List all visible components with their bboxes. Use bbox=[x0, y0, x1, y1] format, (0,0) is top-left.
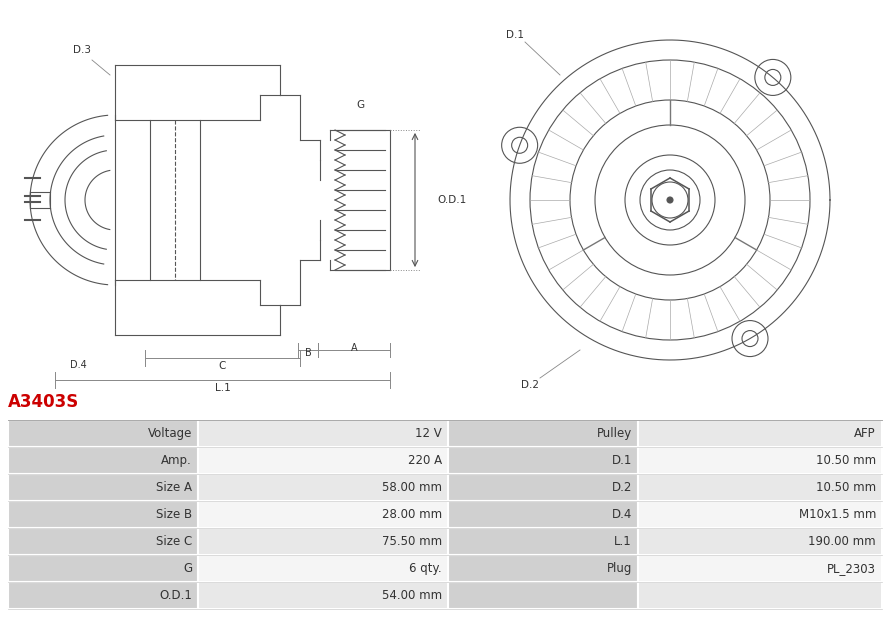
Text: 190.00 mm: 190.00 mm bbox=[808, 535, 876, 548]
Text: AFP: AFP bbox=[854, 427, 876, 440]
Text: L.1: L.1 bbox=[214, 383, 230, 393]
Bar bbox=[8, 528, 198, 555]
Bar bbox=[448, 528, 638, 555]
Bar bbox=[198, 501, 448, 528]
Bar bbox=[638, 582, 882, 609]
Bar bbox=[638, 528, 882, 555]
Text: 10.50 mm: 10.50 mm bbox=[816, 454, 876, 467]
Text: 220 A: 220 A bbox=[408, 454, 442, 467]
Text: D.1: D.1 bbox=[612, 454, 632, 467]
Bar bbox=[8, 555, 198, 582]
Text: Pulley: Pulley bbox=[597, 427, 632, 440]
Text: D.4: D.4 bbox=[612, 508, 632, 521]
Text: D.1: D.1 bbox=[506, 30, 524, 40]
Circle shape bbox=[667, 197, 673, 203]
Text: D.3: D.3 bbox=[73, 45, 91, 55]
Bar bbox=[638, 474, 882, 501]
Bar bbox=[448, 555, 638, 582]
Text: C: C bbox=[219, 361, 226, 371]
Bar bbox=[8, 582, 198, 609]
Text: 28.00 mm: 28.00 mm bbox=[382, 508, 442, 521]
Text: M10x1.5 mm: M10x1.5 mm bbox=[798, 508, 876, 521]
Text: Size C: Size C bbox=[156, 535, 192, 548]
Bar bbox=[198, 582, 448, 609]
Text: D.2: D.2 bbox=[612, 481, 632, 494]
Bar bbox=[448, 474, 638, 501]
Bar bbox=[198, 420, 448, 447]
Text: 10.50 mm: 10.50 mm bbox=[816, 481, 876, 494]
Text: O.D.1: O.D.1 bbox=[437, 195, 466, 205]
Text: 6 qty.: 6 qty. bbox=[409, 562, 442, 575]
Bar bbox=[448, 501, 638, 528]
Bar bbox=[8, 420, 198, 447]
Bar bbox=[198, 474, 448, 501]
Text: G: G bbox=[356, 100, 364, 110]
Bar bbox=[8, 474, 198, 501]
Bar bbox=[8, 501, 198, 528]
Text: L.1: L.1 bbox=[614, 535, 632, 548]
Text: A3403S: A3403S bbox=[8, 393, 79, 411]
Text: 75.50 mm: 75.50 mm bbox=[382, 535, 442, 548]
Text: B: B bbox=[305, 348, 311, 358]
Bar bbox=[638, 501, 882, 528]
Text: O.D.1: O.D.1 bbox=[159, 589, 192, 602]
Text: A: A bbox=[350, 343, 357, 353]
Bar bbox=[448, 447, 638, 474]
Text: Plug: Plug bbox=[606, 562, 632, 575]
Text: Size A: Size A bbox=[156, 481, 192, 494]
Bar bbox=[638, 447, 882, 474]
Text: Size B: Size B bbox=[156, 508, 192, 521]
Text: 54.00 mm: 54.00 mm bbox=[382, 589, 442, 602]
Bar bbox=[448, 582, 638, 609]
Text: G: G bbox=[183, 562, 192, 575]
Text: PL_2303: PL_2303 bbox=[827, 562, 876, 575]
Bar bbox=[198, 555, 448, 582]
Text: 12 V: 12 V bbox=[415, 427, 442, 440]
Bar bbox=[638, 555, 882, 582]
Bar bbox=[198, 447, 448, 474]
Text: 58.00 mm: 58.00 mm bbox=[382, 481, 442, 494]
Text: Amp.: Amp. bbox=[161, 454, 192, 467]
Text: D.2: D.2 bbox=[521, 380, 539, 390]
Bar bbox=[8, 447, 198, 474]
Bar bbox=[638, 420, 882, 447]
Text: Voltage: Voltage bbox=[148, 427, 192, 440]
Bar bbox=[198, 528, 448, 555]
Bar bbox=[448, 420, 638, 447]
Text: D.4: D.4 bbox=[70, 360, 87, 370]
